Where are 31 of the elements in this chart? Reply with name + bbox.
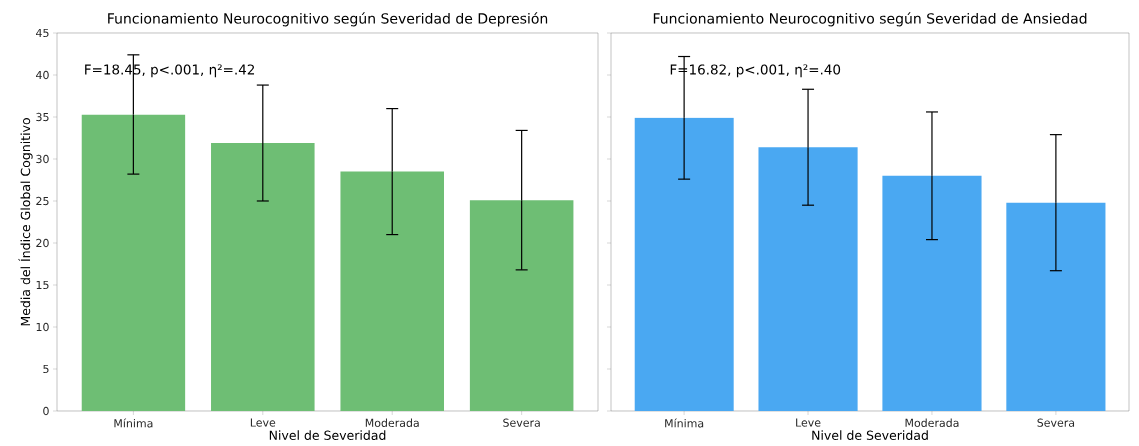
x-tick-label: Severa bbox=[1037, 418, 1075, 427]
x-tick-label: Mínima bbox=[114, 418, 153, 428]
x-tick-label: Moderada bbox=[365, 418, 419, 428]
y-tick-label: 45 bbox=[36, 28, 49, 38]
bar bbox=[81, 114, 186, 411]
y-tick-label: 25 bbox=[36, 196, 49, 206]
y-tick-label: 30 bbox=[36, 154, 49, 164]
bar bbox=[211, 143, 315, 411]
bar bbox=[469, 200, 574, 411]
chart-title: Funcionamiento Neurocognitivo según Severidad de Depresión bbox=[108, 12, 548, 27]
x-axis-title: Nivel de Severidad bbox=[269, 430, 386, 441]
x-tick-label: Moderada bbox=[905, 418, 959, 428]
x-tick-label: Leve bbox=[796, 418, 821, 427]
x-tick-label: Leve bbox=[250, 418, 276, 427]
y-tick-label: 5 bbox=[43, 364, 49, 374]
y-tick-label: 0 bbox=[43, 406, 49, 416]
y-axis-title: Media del Índice Global Cognitivo bbox=[18, 118, 33, 326]
y-tick-label: 10 bbox=[36, 322, 49, 332]
y-tick-label: 40 bbox=[36, 70, 49, 80]
bar bbox=[634, 117, 734, 411]
y-tick-label: 15 bbox=[36, 280, 49, 290]
x-tick-label: Severa bbox=[503, 418, 540, 427]
bar bbox=[882, 175, 982, 411]
bar bbox=[758, 147, 858, 411]
bar bbox=[340, 171, 444, 411]
bar bbox=[1006, 202, 1106, 411]
x-tick-label: Mínima bbox=[665, 418, 704, 428]
x-axis-title: Nivel de Severidad bbox=[812, 430, 928, 441]
y-tick-label: 35 bbox=[36, 112, 49, 122]
chart-title: Funcionamiento Neurocognitivo según Severidad de Ansiedad bbox=[653, 12, 1087, 27]
y-tick-label: 20 bbox=[36, 238, 49, 248]
